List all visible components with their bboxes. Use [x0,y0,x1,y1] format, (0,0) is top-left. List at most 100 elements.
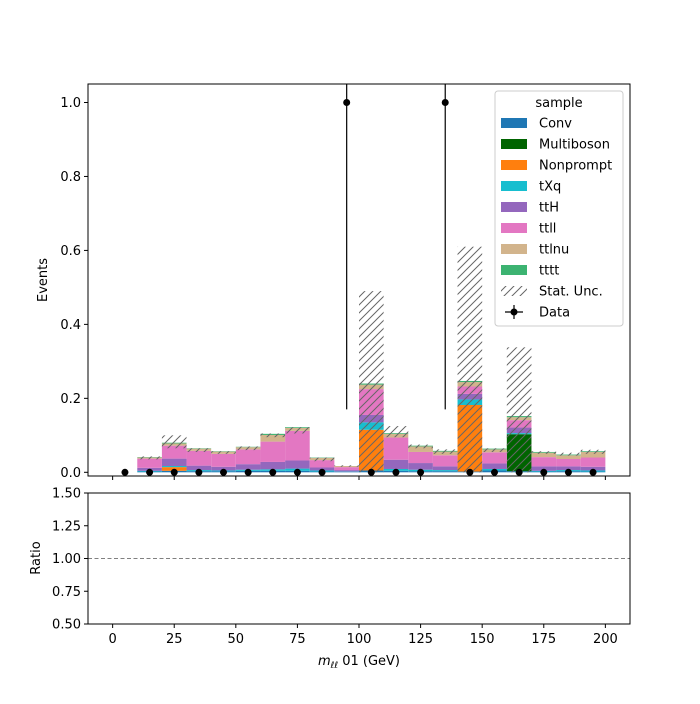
x-axis-label-sub: ℓℓ [330,661,338,671]
main-y-axis-label: Events [36,258,51,302]
legend-label: Data [539,306,570,321]
bar-ttll-bin-12 [408,452,433,463]
stat-unc-bin-1 [137,456,162,459]
bar-tth-bin-12 [408,463,433,470]
x-tick-label: 25 [166,632,183,647]
data-point-17 [540,469,547,476]
data-point-19 [590,469,597,476]
stat-unc-bin-8 [310,458,335,462]
bar-tth-bin-13 [433,466,458,470]
stat-unc-bin-16 [507,347,532,472]
x-axis-label-rest: 01 (GeV) [338,654,400,669]
x-tick-label: 175 [531,632,556,647]
stat-unc-bin-17 [531,451,556,454]
legend-label: Multiboson [539,138,610,153]
legend-swatch-stat-unc [501,286,527,296]
stat-unc-bin-4 [211,451,236,454]
legend-label: tXq [539,180,561,195]
data-point-0 [121,469,128,476]
data-point-9 [343,99,350,106]
x-tick-label: 125 [408,632,433,647]
bar-conv-bin-13 [433,471,458,472]
bar-ttll-bin-7 [285,431,310,461]
legend-swatch-conv [501,118,527,128]
bar-tth-bin-6 [260,462,285,469]
data-point-2 [171,469,178,476]
stat-unc-bin-18 [556,453,581,456]
ratio-y-tick-label: 1.00 [52,552,81,567]
data-point-3 [195,469,202,476]
legend-swatch-tth [501,202,527,212]
bar-ttll-bin-18 [556,459,581,466]
main-y-axis: 0.00.20.40.60.81.0 [60,96,88,481]
legend-swatch-txq [501,181,527,191]
bar-ttll-bin-3 [187,451,212,466]
legend-swatch-ttlnu [501,244,527,254]
main-y-tick-label: 0.4 [60,318,81,333]
bar-ttll-bin-1 [137,459,162,468]
x-tick-label: 50 [228,632,245,647]
ratio-y-tick-label: 0.75 [52,585,81,600]
data-point-5 [245,469,252,476]
legend-label: ttH [539,201,559,216]
legend-label: ttll [539,222,556,237]
bar-tth-bin-2 [162,459,187,466]
bar-ttll-bin-15 [482,452,507,463]
legend-label: Conv [539,117,572,132]
data-point-13 [442,99,449,106]
data-point-14 [466,469,473,476]
bar-tth-bin-7 [285,460,310,468]
data-point-18 [565,469,572,476]
data-point-1 [146,469,153,476]
data-point-11 [392,469,399,476]
stat-unc-bin-19 [581,450,606,454]
stat-unc-bin-5 [236,446,261,450]
bar-ttll-bin-9 [334,467,359,470]
ratio-y-tick-label: 1.50 [52,487,81,502]
x-axis-label-main: m [318,654,331,669]
ratio-y-tick-label: 0.50 [52,618,81,633]
main-y-tick-label: 0.8 [60,170,81,185]
stat-unc-bin-15 [482,448,507,452]
main-y-tick-label: 1.0 [60,96,81,111]
bar-ttll-bin-11 [384,438,409,460]
stat-unc-bin-12 [408,445,433,449]
data-point-15 [491,469,498,476]
data-point-8 [319,469,326,476]
x-tick-label: 150 [470,632,495,647]
legend-data-marker [511,309,518,316]
data-point-6 [269,469,276,476]
legend-swatch-ttll [501,223,527,233]
stat-unc-bin-6 [260,433,285,437]
bar-ttll-bin-13 [433,455,458,466]
data-point-10 [368,469,375,476]
legend: sampleConvMultibosonNonprompttXqttHttllt… [495,91,623,326]
bar-ttll-bin-4 [211,454,236,467]
data-point-12 [417,469,424,476]
legend-label: ttlnu [539,243,569,258]
bar-txq-bin-13 [433,470,458,471]
stat-unc-bin-2 [162,435,187,448]
x-tick-label: 200 [593,632,618,647]
data-point-4 [220,469,227,476]
stat-unc-bin-10 [359,291,384,472]
x-axis-label: mℓℓ 01 (GeV) [318,654,400,671]
legend-label: Stat. Unc. [539,285,603,300]
bar-txq-bin-2 [162,466,187,467]
bar-tth-bin-15 [482,463,507,469]
legend-swatch-multiboson [501,139,527,149]
stat-unc-bin-13 [433,449,458,453]
data-point-7 [294,469,301,476]
legend-title: sample [535,96,582,111]
main-y-tick-label: 0.6 [60,244,81,259]
stat-unc-bin-7 [285,427,310,433]
main-y-tick-label: 0.0 [60,466,81,481]
stat-unc-bin-3 [187,448,212,452]
x-tick-label: 75 [289,632,306,647]
x-tick-label: 100 [347,632,372,647]
stat-unc-bin-14 [458,247,483,473]
legend-label: tttt [539,264,559,279]
